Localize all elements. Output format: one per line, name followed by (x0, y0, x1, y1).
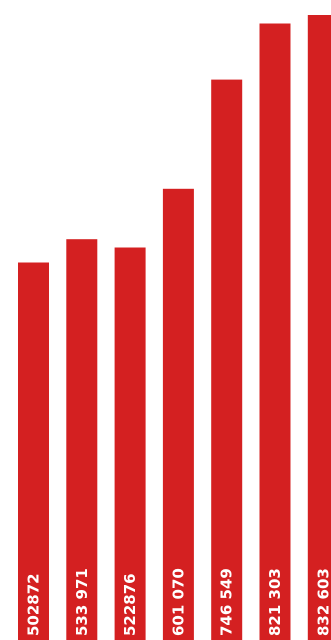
bars-group (18, 15, 331, 640)
bar-3 (114, 247, 146, 640)
bar-value-label-7: 832 603 (314, 568, 331, 636)
bar-7 (307, 15, 331, 640)
bar-5 (211, 79, 243, 640)
bar-value-label-2: 533 971 (73, 568, 91, 636)
bar-value-label-1: 502872 (25, 573, 43, 636)
bar-value-label-6: 821 303 (266, 568, 284, 636)
bar-4 (162, 188, 194, 640)
bar-value-label-5: 746 549 (218, 568, 236, 636)
bar-value-label-3: 522876 (121, 573, 139, 636)
bar-2 (66, 239, 98, 640)
value-labels-group: 502872 533 971 522876 601 070 746 549 821 303… (25, 568, 331, 636)
bar-6 (259, 23, 291, 640)
bar-1 (18, 262, 49, 640)
bar-value-label-4: 601 070 (169, 568, 187, 636)
